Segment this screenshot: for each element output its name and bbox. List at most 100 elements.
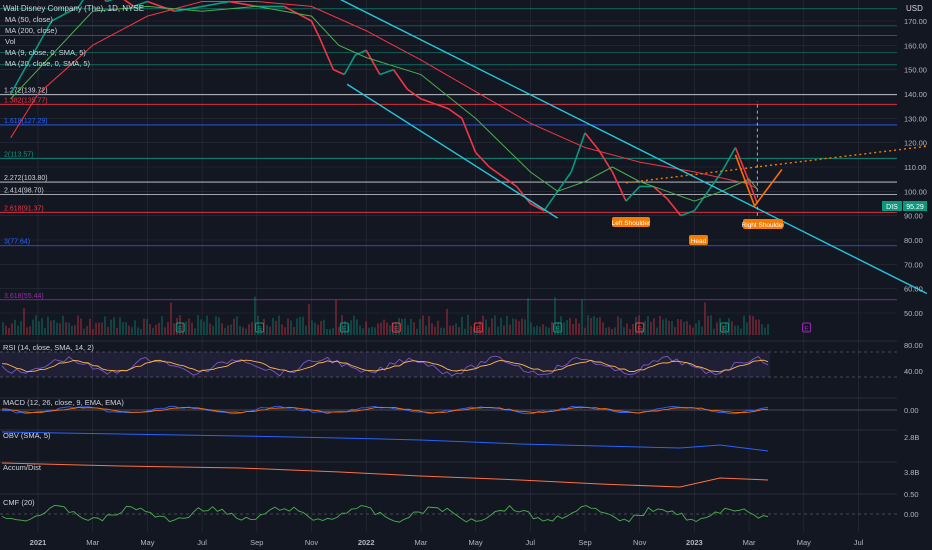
volume-bar bbox=[116, 327, 118, 335]
accum-label[interactable]: Accum/Dist bbox=[3, 463, 42, 472]
volume-bar bbox=[611, 328, 613, 335]
volume-bar bbox=[332, 327, 334, 335]
volume-bar bbox=[713, 328, 715, 335]
pattern-projection bbox=[734, 154, 783, 208]
macd-label[interactable]: MACD (12, 26, close, 9, EMA, EMA) bbox=[3, 398, 124, 407]
x-tick-label: Sep bbox=[578, 538, 591, 547]
volume-bar bbox=[227, 325, 229, 335]
volume-bar bbox=[335, 299, 337, 335]
volume-bar bbox=[365, 321, 367, 335]
volume-bar bbox=[167, 322, 169, 335]
volume-bar bbox=[197, 315, 199, 335]
legend-vol[interactable]: Vol bbox=[5, 37, 16, 46]
x-tick-label: Jul bbox=[854, 538, 864, 547]
legend: Walt Disney Company (The), 1D, NYSE MA (… bbox=[3, 4, 144, 68]
price-segment bbox=[502, 176, 518, 188]
macd-tick-0: 0.00 bbox=[904, 406, 919, 415]
volume-bar bbox=[323, 319, 325, 335]
volume-bar bbox=[209, 323, 211, 335]
volume-bar bbox=[671, 321, 673, 335]
volume-bar bbox=[677, 319, 679, 335]
y-tick-label: 130.00 bbox=[904, 114, 927, 123]
volume-bar bbox=[101, 322, 103, 335]
volume-bar bbox=[32, 319, 34, 335]
volume-bar bbox=[14, 319, 16, 335]
y-tick-label: 160.00 bbox=[904, 41, 927, 50]
cmf-label[interactable]: CMF (20) bbox=[3, 498, 35, 507]
y-tick-label: 80.00 bbox=[904, 236, 923, 245]
volume-bar bbox=[164, 327, 166, 335]
volume-bar bbox=[383, 319, 385, 335]
price-axis[interactable]: 170.00 160.00 150.00 140.00 130.00 120.00 110.… bbox=[904, 17, 927, 318]
volume-bar bbox=[554, 297, 556, 335]
price-segment bbox=[123, 0, 135, 8]
volume-bar bbox=[272, 317, 274, 335]
volume-bar bbox=[512, 318, 514, 335]
volume-bar bbox=[50, 320, 52, 335]
volume-bar bbox=[353, 315, 355, 335]
price-segment bbox=[379, 68, 394, 76]
volume-bar bbox=[290, 320, 292, 335]
trend-channel-line bbox=[346, 83, 559, 219]
volume-bar bbox=[704, 302, 706, 335]
volume-bar bbox=[707, 315, 709, 335]
volume-bar bbox=[638, 315, 640, 335]
earnings-marker bbox=[719, 322, 729, 333]
price-segment bbox=[680, 210, 695, 217]
volume-bar bbox=[80, 318, 82, 335]
volume-bar bbox=[530, 322, 532, 335]
volume-bar bbox=[206, 315, 208, 335]
volume-bar bbox=[737, 325, 739, 335]
volume-bar bbox=[2, 322, 4, 335]
volume-bar bbox=[203, 321, 205, 335]
trend-channel-line bbox=[339, 0, 928, 295]
obv-label[interactable]: OBV (SMA, 5) bbox=[3, 431, 51, 440]
volume-bar bbox=[44, 327, 46, 335]
volume-bar bbox=[701, 326, 703, 335]
fib-label: 3(77.64) bbox=[4, 239, 30, 246]
volume-bar bbox=[500, 317, 502, 335]
volume-bar bbox=[485, 319, 487, 335]
price-grid bbox=[0, 0, 897, 532]
volume-bar bbox=[443, 327, 445, 335]
legend-ma20[interactable]: MA (20, close, 0, SMA, 5) bbox=[5, 59, 91, 68]
volume-bar bbox=[92, 328, 94, 335]
volume-bar bbox=[626, 323, 628, 335]
y-tick-label: 140.00 bbox=[904, 90, 927, 99]
price-segment bbox=[461, 118, 477, 153]
legend-ma50[interactable]: MA (50, close) bbox=[5, 15, 53, 24]
volume-bar bbox=[41, 318, 43, 335]
volume-bar bbox=[566, 320, 568, 335]
volume-bar bbox=[563, 322, 565, 335]
volume-bar bbox=[119, 317, 121, 335]
volume-bar bbox=[620, 318, 622, 335]
earnings-marker-label: E bbox=[555, 326, 560, 333]
volume-bar bbox=[692, 327, 694, 335]
volume-bar bbox=[239, 325, 241, 335]
volume-bar bbox=[56, 322, 58, 335]
volume-bar bbox=[224, 327, 226, 335]
volume-bar bbox=[170, 302, 172, 335]
volume-bar bbox=[152, 327, 154, 335]
price-segment bbox=[333, 68, 345, 76]
price-segment bbox=[365, 49, 381, 75]
volume-bar bbox=[410, 318, 412, 335]
rsi-tick-80: 80.00 bbox=[904, 341, 923, 350]
symbol-title[interactable]: Walt Disney Company (The), 1D, NYSE bbox=[3, 4, 144, 13]
rsi-label[interactable]: RSI (14, close, SMA, 14, 2) bbox=[3, 343, 94, 352]
y-tick-label: 50.00 bbox=[904, 309, 923, 318]
volume-bar bbox=[326, 328, 328, 335]
legend-ma200[interactable]: MA (200, close) bbox=[5, 26, 58, 35]
volume-bar bbox=[221, 323, 223, 335]
price-segment bbox=[543, 190, 559, 212]
price-segment bbox=[611, 171, 627, 202]
volume-bar bbox=[38, 321, 40, 335]
volume-bar bbox=[218, 317, 220, 335]
time-axis[interactable]: 2021 Mar May Jul Sep Nov 2022 Mar May Jul Sep Nov 20… bbox=[30, 538, 864, 547]
rsi-tick-40: 40.00 bbox=[904, 367, 923, 376]
legend-ma9[interactable]: MA (9, close, 0, SMA, 5) bbox=[5, 48, 86, 57]
indicator-panes bbox=[0, 340, 897, 523]
price-segment bbox=[51, 5, 80, 22]
volume-bar bbox=[533, 326, 535, 335]
